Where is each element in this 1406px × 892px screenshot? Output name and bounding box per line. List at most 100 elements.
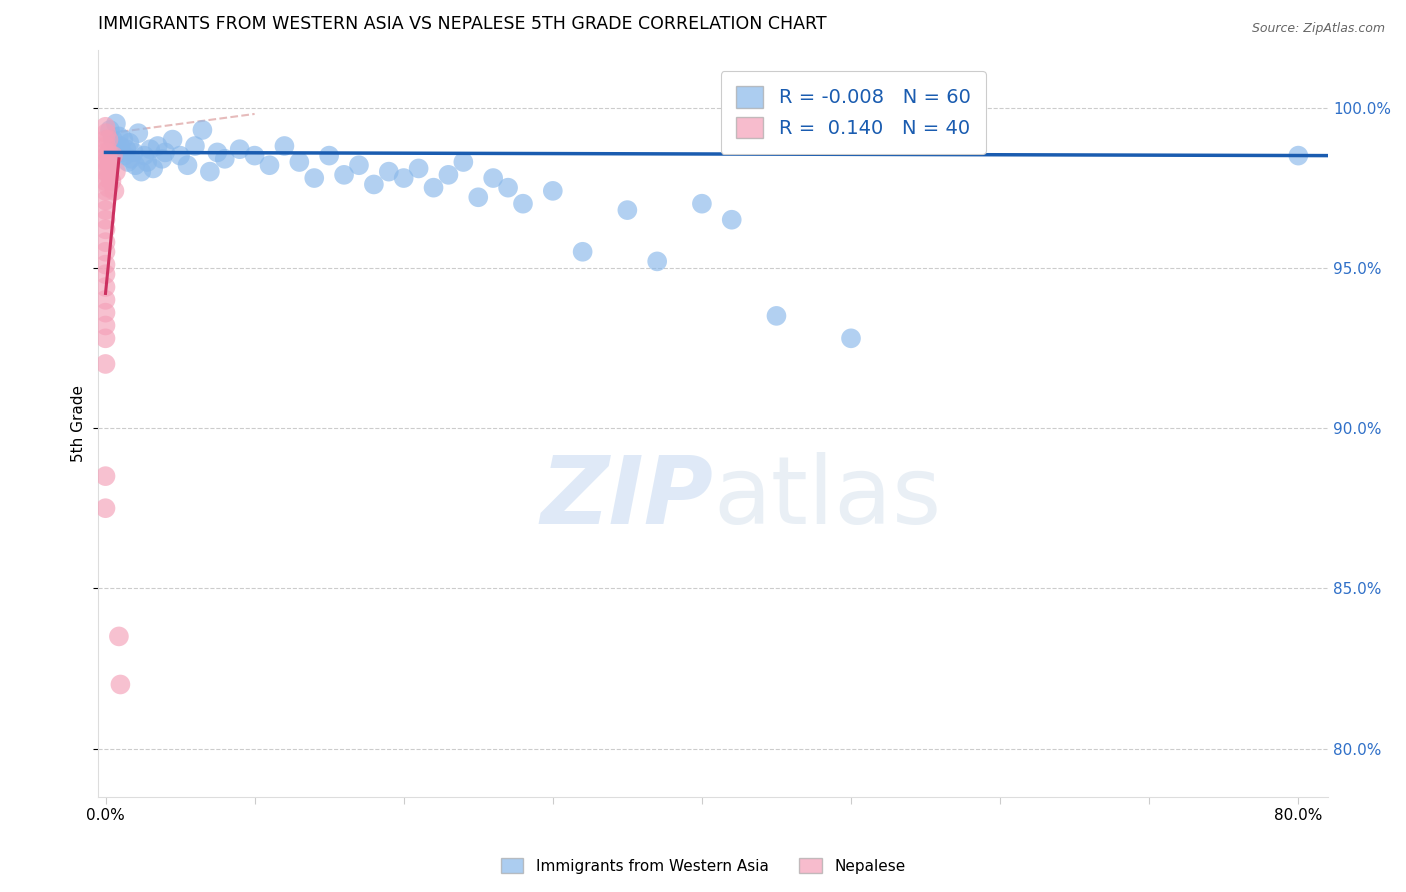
Point	[437, 168, 460, 182]
Point	[453, 155, 475, 169]
Point	[94, 164, 117, 178]
Point	[139, 142, 162, 156]
Point	[134, 148, 156, 162]
Point	[191, 123, 214, 137]
Point	[104, 117, 127, 131]
Text: IMMIGRANTS FROM WESTERN ASIA VS NEPALESE 5TH GRADE CORRELATION CHART: IMMIGRANTS FROM WESTERN ASIA VS NEPALESE…	[98, 15, 827, 33]
Point	[318, 148, 340, 162]
Point	[142, 161, 165, 176]
Point	[136, 155, 159, 169]
Point	[117, 155, 139, 169]
Point	[98, 158, 121, 172]
Point	[243, 148, 266, 162]
Point	[103, 184, 125, 198]
Point	[512, 196, 534, 211]
Point	[98, 123, 121, 137]
Point	[97, 132, 120, 146]
Point	[94, 501, 117, 516]
Text: ZIP: ZIP	[540, 452, 713, 544]
Point	[198, 164, 221, 178]
Point	[94, 174, 117, 188]
Text: atlas: atlas	[713, 452, 942, 544]
Point	[214, 152, 236, 166]
Point	[97, 145, 120, 160]
Point	[94, 212, 117, 227]
Point	[690, 196, 713, 211]
Point	[176, 158, 198, 172]
Point	[94, 267, 117, 281]
Point	[94, 203, 117, 218]
Point	[100, 174, 122, 188]
Point	[101, 148, 124, 162]
Point	[616, 203, 638, 218]
Point	[94, 194, 117, 208]
Point	[150, 152, 173, 166]
Point	[408, 161, 430, 176]
Point	[94, 293, 117, 307]
Point	[482, 171, 505, 186]
Point	[110, 677, 132, 691]
Point	[129, 164, 152, 178]
Legend: Immigrants from Western Asia, Nepalese: Immigrants from Western Asia, Nepalese	[495, 852, 911, 880]
Point	[101, 132, 124, 146]
Point	[94, 244, 117, 259]
Point	[288, 155, 311, 169]
Point	[96, 148, 118, 162]
Point	[207, 145, 229, 160]
Point	[184, 139, 207, 153]
Point	[94, 120, 117, 134]
Y-axis label: 5th Grade: 5th Grade	[72, 384, 86, 462]
Point	[108, 629, 131, 643]
Point	[112, 132, 135, 146]
Point	[94, 306, 117, 320]
Point	[94, 318, 117, 333]
Point	[94, 222, 117, 236]
Point	[541, 184, 564, 198]
Point	[96, 161, 118, 176]
Point	[146, 139, 169, 153]
Point	[94, 258, 117, 272]
Point	[120, 152, 142, 166]
Point	[115, 142, 138, 156]
Legend: R = -0.008   N = 60, R =  0.140   N = 40: R = -0.008 N = 60, R = 0.140 N = 40	[720, 70, 986, 154]
Point	[94, 145, 117, 160]
Point	[111, 145, 134, 160]
Point	[467, 190, 489, 204]
Point	[104, 164, 127, 178]
Point	[765, 309, 787, 323]
Point	[1286, 148, 1309, 162]
Point	[304, 171, 326, 186]
Text: Source: ZipAtlas.com: Source: ZipAtlas.com	[1251, 22, 1385, 36]
Point	[839, 331, 862, 345]
Point	[127, 126, 149, 140]
Point	[94, 469, 117, 483]
Point	[333, 168, 356, 182]
Point	[347, 158, 370, 172]
Point	[259, 158, 281, 172]
Point	[94, 280, 117, 294]
Point	[392, 171, 415, 186]
Point	[110, 139, 132, 153]
Point	[94, 184, 117, 198]
Point	[98, 168, 121, 182]
Point	[118, 136, 141, 150]
Point	[496, 180, 519, 194]
Point	[363, 178, 385, 192]
Point	[96, 126, 118, 140]
Point	[94, 235, 117, 249]
Point	[378, 164, 401, 178]
Point	[124, 158, 146, 172]
Point	[114, 148, 136, 162]
Point	[122, 145, 145, 160]
Point	[94, 155, 117, 169]
Point	[97, 180, 120, 194]
Point	[645, 254, 668, 268]
Point	[162, 132, 184, 146]
Point	[108, 129, 131, 144]
Point	[97, 155, 120, 169]
Point	[94, 357, 117, 371]
Point	[169, 148, 191, 162]
Point	[273, 139, 295, 153]
Point	[94, 331, 117, 345]
Point	[228, 142, 250, 156]
